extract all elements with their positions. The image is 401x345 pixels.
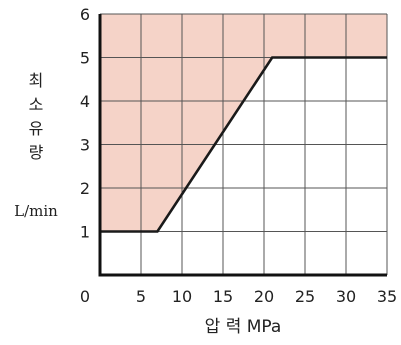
x-tick-label: 30	[336, 287, 356, 306]
x-tick-label: 35	[377, 287, 397, 306]
x-tick-label: 20	[254, 287, 274, 306]
shaded-region	[100, 14, 387, 232]
x-tick-label: 5	[136, 287, 146, 306]
y-axis-label-char: 최	[29, 71, 44, 90]
y-tick-label: 1	[80, 223, 90, 242]
y-axis-label-char: 유	[29, 119, 44, 138]
x-tick-label: 15	[213, 287, 233, 306]
series-line	[100, 56, 387, 233]
x-tick-label: 25	[295, 287, 315, 306]
y-tick-label: 4	[80, 92, 90, 111]
x-tick-label: 10	[172, 287, 192, 306]
y-tick-label: 2	[80, 179, 90, 198]
x-tick-label: 0	[80, 287, 90, 306]
y-tick-label: 5	[80, 49, 90, 68]
x-axis-label: 압 력 MPa	[205, 317, 282, 337]
y-axis-unit: L/min	[14, 202, 58, 220]
y-tick-label: 6	[80, 5, 90, 24]
y-axis-label-char: 소	[29, 95, 44, 114]
y-axis-label-char: 량	[29, 143, 44, 162]
y-tick-label: 3	[80, 136, 90, 155]
